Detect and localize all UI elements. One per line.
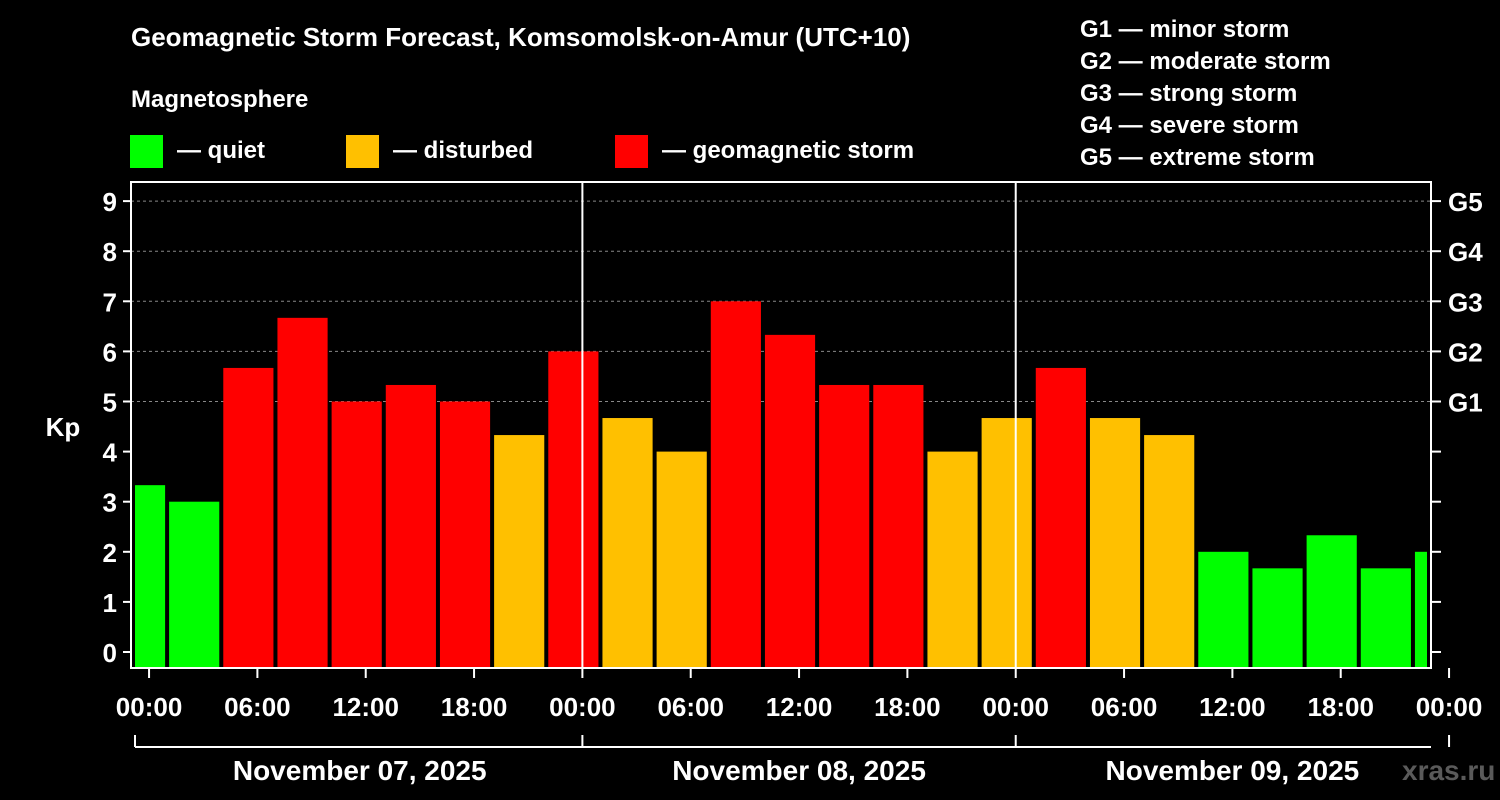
x-tick-label: 12:00 [332,692,399,722]
g-legend-item-g1: G1 — minor storm [1080,16,1290,43]
legend-label-quiet: — quiet [177,137,265,164]
x-tick-label: 00:00 [982,692,1049,722]
day-label: November 09, 2025 [1106,755,1360,786]
kp-bar [1144,435,1195,668]
kp-bar [385,384,436,668]
kp-bar [1414,551,1427,668]
g-legend-item-g3: G3 — strong storm [1080,80,1298,107]
x-tick-label: 18:00 [1307,692,1374,722]
watermark: xras.ru [1402,755,1496,786]
kp-bar [439,401,491,668]
kp-bar [819,384,870,668]
y-tick-label: 9 [103,187,117,217]
x-tick-label: 12:00 [766,692,833,722]
kp-bar [1089,418,1141,668]
kp-bar [135,485,166,668]
g-legend-item-g4: G4 — severe storm [1080,112,1299,139]
g-level-label: G4 [1448,237,1483,267]
kp-bar [223,367,274,668]
g-scale-legend: G1 — minor storm G2 — moderate storm G3 … [1080,14,1331,174]
kp-bar [602,418,653,668]
quiet-swatch [130,134,163,168]
x-tick-label: 06:00 [1091,692,1158,722]
x-tick-label: 00:00 [1416,692,1483,722]
kp-bar [1306,535,1357,668]
kp-bar [1035,367,1086,668]
kp-bar [764,334,816,668]
day-label: November 07, 2025 [233,755,487,786]
kp-bar [169,501,220,668]
magnetosphere-legend-heading: Magnetosphere [131,86,309,113]
kp-bar [873,384,924,668]
g-level-label: G3 [1448,287,1483,317]
x-tick-label: 00:00 [116,692,183,722]
kp-bar [548,351,599,668]
y-tick-label: 0 [103,638,117,668]
y-tick-label: 5 [103,388,117,418]
kp-bar [1360,568,1411,668]
chart-title: Geomagnetic Storm Forecast, Komsomolsk-o… [131,22,911,52]
x-tick-label: 18:00 [874,692,941,722]
kp-bar [710,301,761,668]
kp-bar [981,418,1032,668]
y-tick-label: 6 [103,337,117,367]
x-tick-label: 06:00 [224,692,291,722]
legend-label-disturbed: — disturbed [393,137,534,164]
y-tick-label: 8 [103,237,117,267]
g-legend-item-g2: G2 — moderate storm [1080,48,1331,75]
y-axis-label: Kp [46,412,81,442]
kp-bar [656,451,707,668]
x-tick-label: 18:00 [441,692,508,722]
kp-bar [494,435,545,668]
plot-frame [130,181,1432,669]
legend-item-storm: — geomagnetic storm [615,134,914,168]
g-legend-item-g5: G5 — extreme storm [1080,144,1315,171]
legend-label-storm: — geomagnetic storm [662,137,915,164]
legend-item-quiet: — quiet [130,134,265,168]
g-level-label: G2 [1448,337,1483,367]
y-tick-label: 7 [103,287,117,317]
day-label: November 08, 2025 [672,755,926,786]
x-tick-label: 12:00 [1199,692,1266,722]
y-tick-label: 3 [103,488,117,518]
y-tick-label: 1 [103,588,117,618]
legend-item-disturbed: — disturbed [346,134,533,168]
y-tick-label: 2 [103,538,117,568]
kp-bar [1252,568,1303,668]
g-level-label: G1 [1448,388,1483,418]
y-tick-label: 4 [103,438,118,468]
x-tick-label: 06:00 [657,692,724,722]
kp-bar [1198,551,1249,668]
x-tick-label: 00:00 [549,692,616,722]
storm-swatch [615,134,648,168]
g-level-label: G5 [1448,187,1483,217]
kp-bar [277,317,328,668]
disturbed-swatch [346,134,379,168]
kp-bar [927,451,978,668]
kp-bar [331,401,382,668]
